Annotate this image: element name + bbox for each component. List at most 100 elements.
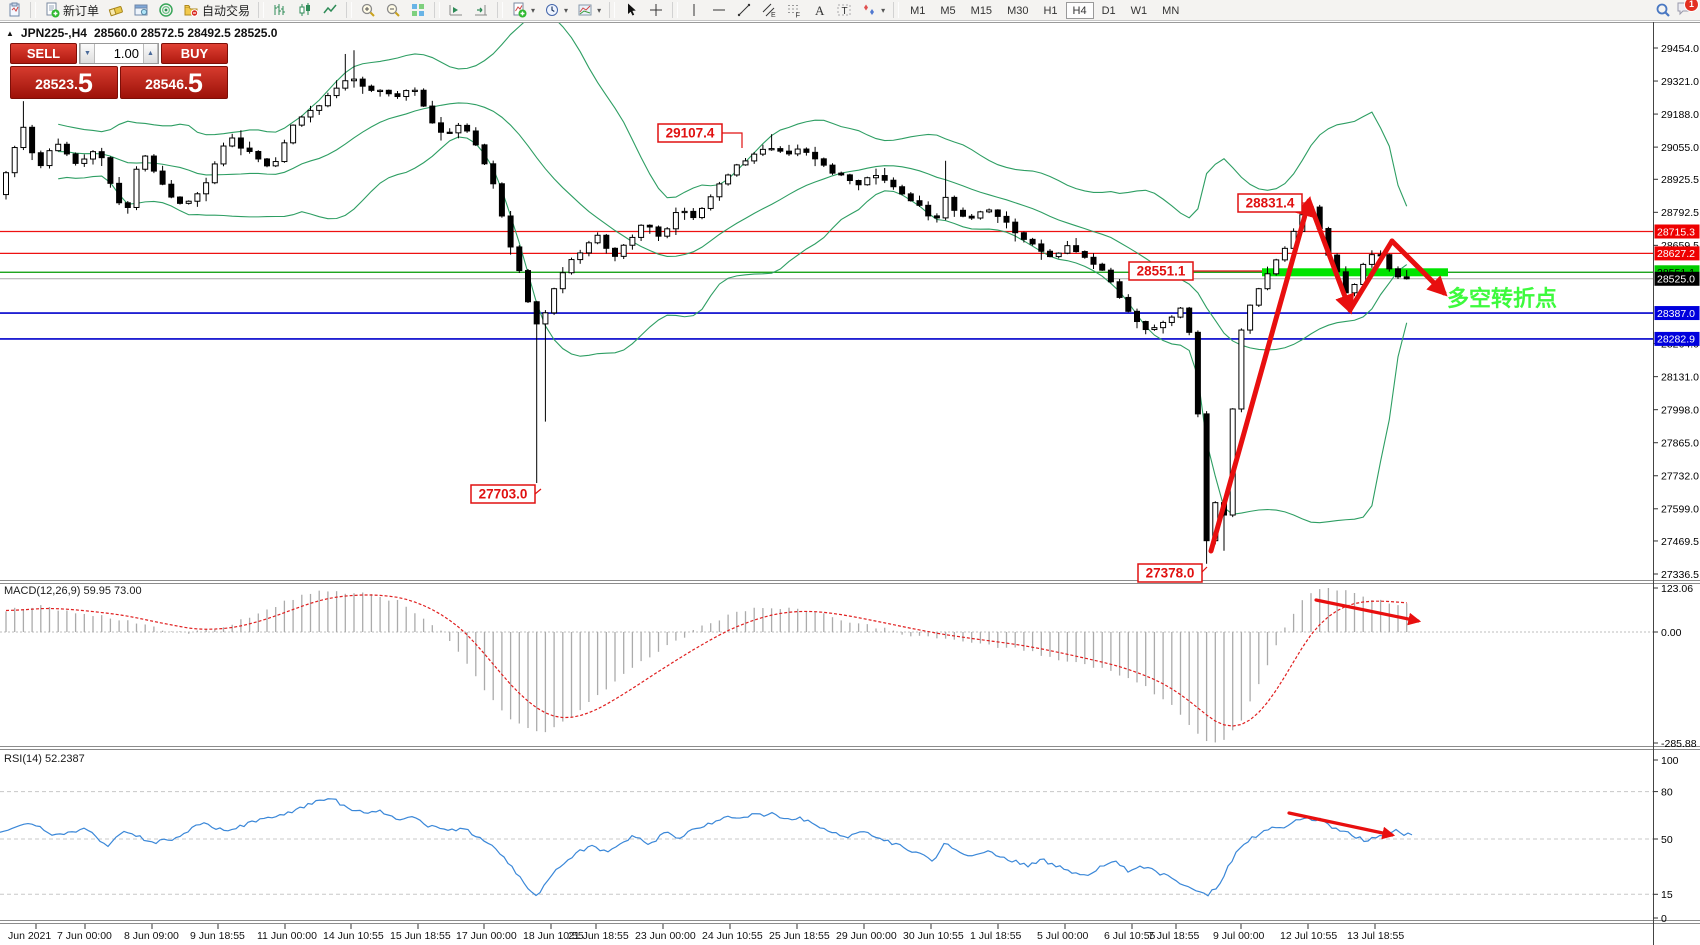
macd-trend-arrow[interactable] [1314,598,1422,626]
time-axis-label: 7 Jul 18:55 [1148,930,1200,942]
clipboard-chart-icon[interactable] [2,1,26,20]
sell-price-display[interactable]: 28523. 5 [10,66,118,99]
candle-body [472,130,479,146]
tile-windows-icon[interactable] [406,1,430,20]
time-axis-label: 13 Jul 18:55 [1347,930,1404,942]
search-button[interactable] [1651,1,1675,20]
candle-body [864,177,871,186]
price-tick-label: 27599.0 [1661,504,1699,516]
candle-body [1055,252,1062,258]
alerts-icon[interactable] [154,1,178,20]
arrows-button[interactable]: ▾ [857,1,889,20]
price-callout-label: 27378.0 [1146,566,1195,581]
trend-arrow[interactable] [1208,196,1315,554]
timeframe-D1-button[interactable]: D1 [1095,2,1123,19]
candles-icon [299,3,311,16]
candle-body [237,137,244,149]
trend-arrow[interactable] [1306,198,1355,315]
indicators-button[interactable]: ▾ [507,1,539,20]
zoom-in-icon[interactable] [356,1,380,20]
line-chart-icon[interactable] [318,1,342,20]
eraser-icon[interactable] [104,1,128,20]
price-callout-box[interactable] [1128,261,1194,281]
trend-arrow[interactable] [1347,238,1395,313]
notifications-button[interactable]: 1 [1676,0,1699,21]
price-callout-box[interactable] [657,123,723,143]
volume-increase-button[interactable]: ▲ [143,44,158,63]
templates-button[interactable]: ▾ [573,1,605,20]
candle-body [281,142,288,163]
arrows-icon [864,4,875,15]
timeframe-M5-button[interactable]: M5 [933,2,962,19]
price-callout-box[interactable] [470,484,536,504]
time-axis-label: 17 Jun 00:00 [456,930,517,942]
chart-window-icon[interactable] [129,1,153,20]
rsi-trend-arrow[interactable] [1287,811,1396,840]
vertical-line-button[interactable] [682,1,706,20]
timeframe-M15-button[interactable]: M15 [964,2,999,19]
text-label-button[interactable]: T [832,1,856,20]
timeframe-M1-button[interactable]: M1 [903,2,932,19]
candle-body [255,150,262,160]
sound-icon [159,3,173,17]
time-axis-label: 11 Jun 00:00 [257,930,317,942]
timeframe-H4-button[interactable]: H4 [1065,1,1094,19]
candle-body [846,174,853,181]
toolbar-separator [497,2,504,18]
fibonacci-button[interactable]: F [782,1,806,20]
candle-body [316,105,323,111]
timeframe-W1-button[interactable]: W1 [1124,2,1155,19]
timeframe-MN-button[interactable]: MN [1155,2,1186,19]
new-order-button[interactable]: 新订单 [40,1,103,20]
toolbar-separator [672,2,679,18]
toolbar-separator [893,2,900,18]
chevron-down-icon: ▾ [531,5,536,15]
candle-body [603,234,610,249]
bar-chart-icon[interactable] [268,1,292,20]
text-button[interactable]: A [807,1,831,20]
candle-body [881,175,888,181]
price-tag-label: 28282.9 [1657,334,1695,346]
periods-button[interactable]: ▾ [540,1,572,20]
chevron-down-icon: ▾ [597,5,602,15]
candlestick-chart-icon[interactable] [293,1,317,20]
price-callout-box[interactable] [1237,193,1303,213]
vline-icon [693,4,695,16]
trend-arrow[interactable] [1389,238,1448,297]
volume-decrease-button[interactable]: ▼ [80,44,95,63]
autoscroll-icon [449,5,463,16]
candle-body [116,182,123,204]
candle-body [446,131,453,134]
sell-button[interactable]: SELL [10,43,77,64]
candle-body [594,234,601,244]
horizontal-line-button[interactable] [707,1,731,20]
volume-input[interactable] [95,44,143,63]
candle-body [46,150,53,167]
zoom-out-icon[interactable] [381,1,405,20]
candle-body [794,148,801,155]
collapse-triangle-icon[interactable]: ▲ [6,28,14,38]
price-callout-box[interactable] [1137,563,1203,583]
candle-body [1134,310,1140,323]
candle-body [568,259,575,274]
candle-body [777,148,784,152]
candle-body [629,236,636,246]
crosshair-button[interactable] [644,1,668,20]
cursor-button[interactable] [619,1,643,20]
toolbar-separator [258,2,265,18]
chart-shift-icon[interactable] [469,1,493,20]
time-axis-label: 7 Jun 00:00 [57,930,112,942]
buy-button[interactable]: BUY [161,43,228,64]
auto-scroll-icon[interactable] [444,1,468,20]
timeframe-M30-button[interactable]: M30 [1000,2,1035,19]
trendline-button[interactable] [732,1,756,20]
price-tag-28282.9 [1654,331,1700,346]
green-support-zone[interactable] [1262,268,1448,277]
candle-body [220,145,227,165]
macd-indicator-label: MACD(12,26,9) 59.95 73.00 [4,585,142,597]
channel-button[interactable]: E [757,1,781,20]
timeframe-H1-button[interactable]: H1 [1036,2,1064,19]
buy-price-display[interactable]: 28546. 5 [120,66,228,99]
autotrade-button[interactable]: 自动交易 [179,1,254,20]
